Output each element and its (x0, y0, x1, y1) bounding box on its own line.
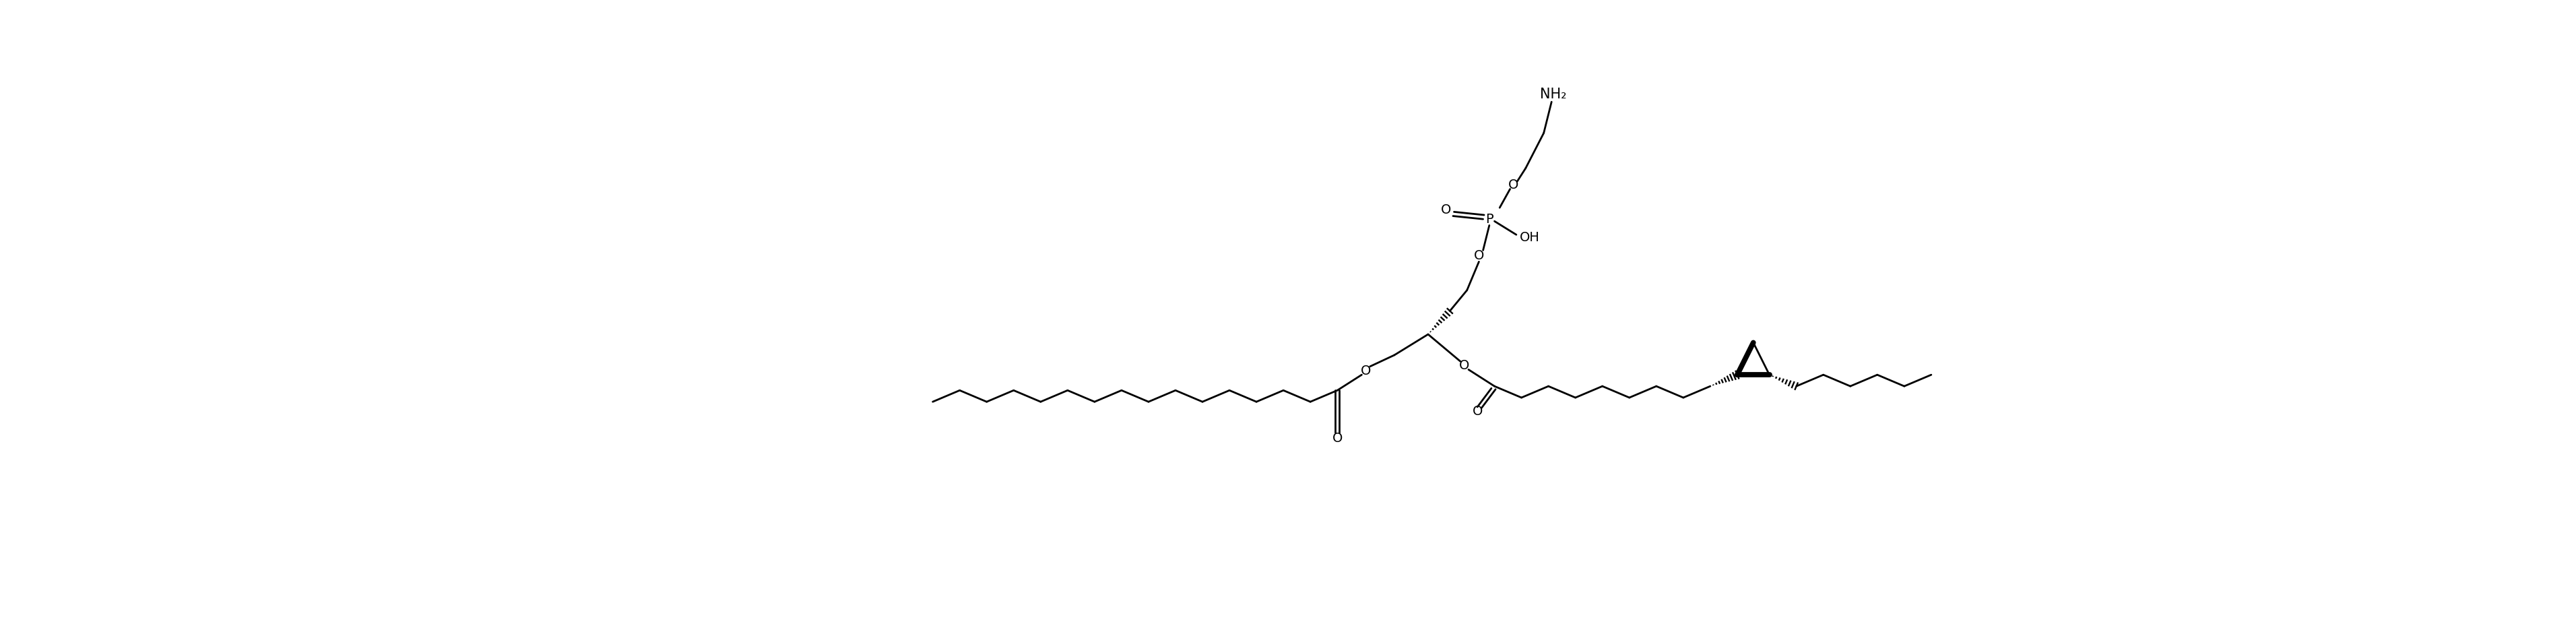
Text: O: O (1473, 249, 1484, 262)
Text: NH₂: NH₂ (1540, 88, 1566, 101)
Text: O: O (1510, 178, 1520, 192)
Text: O: O (1332, 432, 1342, 444)
Text: O: O (1473, 405, 1484, 417)
Text: OH: OH (1520, 232, 1540, 244)
Text: O: O (1458, 359, 1468, 372)
Text: P: P (1486, 213, 1494, 225)
Text: O: O (1360, 364, 1370, 377)
Text: O: O (1440, 203, 1450, 216)
